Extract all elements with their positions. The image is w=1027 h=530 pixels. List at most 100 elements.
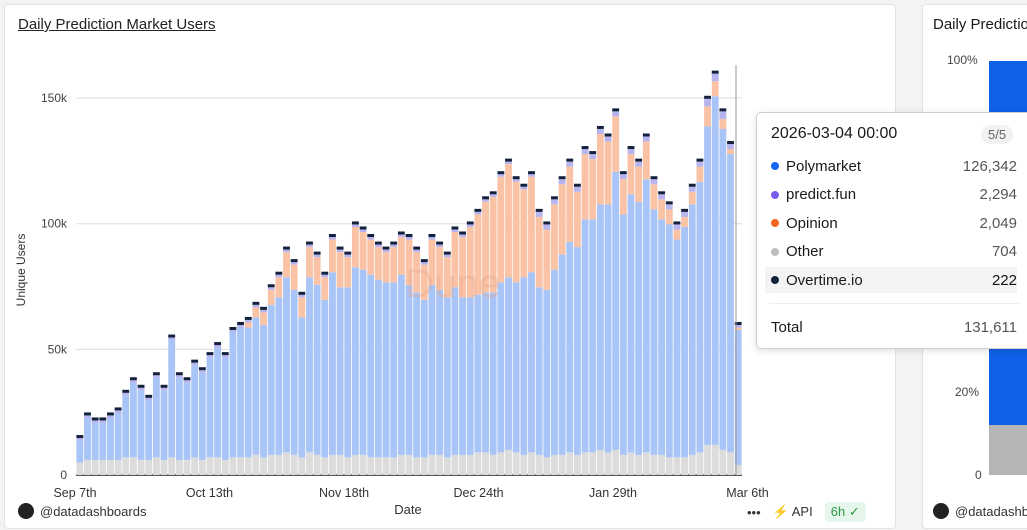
bar-opinion[interactable] <box>612 116 620 172</box>
bar-predict-fun[interactable] <box>658 194 666 200</box>
bar-other[interactable] <box>612 449 620 475</box>
bar-predict-fun[interactable] <box>114 410 122 413</box>
bar-polymarket[interactable] <box>329 272 336 455</box>
bar-other[interactable] <box>275 454 283 475</box>
bar-polymarket[interactable] <box>397 274 405 455</box>
bar-overtime[interactable] <box>298 291 306 295</box>
bar-overtime[interactable] <box>191 359 199 363</box>
bar-predict-fun[interactable] <box>214 345 222 348</box>
bar-other[interactable] <box>290 454 298 475</box>
bar-polymarket[interactable] <box>160 390 168 460</box>
bar-opinion[interactable] <box>321 277 329 300</box>
bar-opinion[interactable] <box>665 209 673 225</box>
bar-predict-fun[interactable] <box>229 329 237 333</box>
bar-predict-fun[interactable] <box>596 128 604 134</box>
bar-polymarket[interactable] <box>474 294 482 453</box>
bar-overtime[interactable] <box>267 284 275 288</box>
bar-predict-fun[interactable] <box>573 186 581 192</box>
bar-predict-fun[interactable] <box>673 224 681 230</box>
bar-opinion[interactable] <box>619 179 627 215</box>
bar-polymarket[interactable] <box>267 304 275 455</box>
bar-polymarket[interactable] <box>413 292 421 458</box>
bar-predict-fun[interactable] <box>696 161 704 167</box>
bar-overtime[interactable] <box>313 251 321 255</box>
bar-polymarket[interactable] <box>512 282 520 453</box>
bar-polymarket[interactable] <box>221 357 229 460</box>
bar-other[interactable] <box>99 459 107 475</box>
bar-opinion[interactable] <box>451 231 459 288</box>
bar-predict-fun[interactable] <box>160 387 168 391</box>
bar-overtime[interactable] <box>359 226 367 230</box>
bar-overtime[interactable] <box>696 158 704 162</box>
bar-other[interactable] <box>635 454 643 475</box>
bar-polymarket[interactable] <box>244 327 252 458</box>
bar-other[interactable] <box>336 454 344 475</box>
bar-overtime[interactable] <box>673 221 681 225</box>
bar-opinion[interactable] <box>267 289 275 305</box>
bar-predict-fun[interactable] <box>619 174 627 180</box>
bar-polymarket[interactable] <box>122 395 130 458</box>
bar-overtime[interactable] <box>367 234 375 238</box>
bar-polymarket[interactable] <box>237 327 245 458</box>
bar-predict-fun[interactable] <box>650 179 658 185</box>
bar-other[interactable] <box>183 459 191 475</box>
bar-predict-fun[interactable] <box>367 237 375 240</box>
bar-other[interactable] <box>436 454 444 475</box>
bar-other[interactable] <box>505 449 512 475</box>
bar-polymarket[interactable] <box>558 254 566 455</box>
bar-overtime[interactable] <box>137 384 145 388</box>
bar-predict-fun[interactable] <box>221 355 229 358</box>
bar-opinion[interactable] <box>658 199 666 220</box>
bar-polymarket[interactable] <box>612 171 620 450</box>
bar-other[interactable] <box>642 452 650 475</box>
bar-opinion[interactable] <box>313 257 321 285</box>
bar-predict-fun[interactable] <box>244 319 252 323</box>
bar-predict-fun[interactable] <box>107 415 114 418</box>
bar-predict-fun[interactable] <box>688 186 696 192</box>
bar-overtime[interactable] <box>260 306 267 310</box>
bar-other[interactable] <box>619 454 627 475</box>
bar-other[interactable] <box>145 459 153 475</box>
bar-polymarket[interactable] <box>459 297 467 455</box>
bar-predict-fun[interactable] <box>99 420 107 423</box>
bar-other[interactable] <box>321 457 329 475</box>
bar-overtime[interactable] <box>665 201 673 205</box>
bar-other[interactable] <box>627 452 635 475</box>
bar-predict-fun[interactable] <box>635 161 643 167</box>
bar-opinion[interactable] <box>520 189 528 278</box>
bar-other[interactable] <box>221 459 229 475</box>
bar-overtime[interactable] <box>451 226 459 230</box>
bar-overtime[interactable] <box>344 251 352 255</box>
bar-overtime[interactable] <box>650 176 658 180</box>
bar-other[interactable] <box>497 452 505 475</box>
bar-opinion[interactable] <box>734 327 742 330</box>
bar-overtime[interactable] <box>719 108 727 112</box>
bar-other[interactable] <box>229 457 237 475</box>
bar-predict-fun[interactable] <box>329 237 336 240</box>
bar-overtime[interactable] <box>551 196 558 200</box>
bar-other[interactable] <box>168 457 176 475</box>
bar-predict-fun[interactable] <box>405 237 413 240</box>
bar-predict-fun[interactable] <box>374 244 382 248</box>
bar-predict-fun[interactable] <box>137 387 145 391</box>
bar-polymarket[interactable] <box>275 297 283 455</box>
bar-other[interactable] <box>535 454 543 475</box>
bar-polymarket[interactable] <box>520 277 528 455</box>
bar-polymarket[interactable] <box>443 297 451 458</box>
bar-predict-fun[interactable] <box>260 309 267 313</box>
bar-predict-fun[interactable] <box>206 355 214 358</box>
bar-opinion[interactable] <box>283 252 290 278</box>
bar-other[interactable] <box>244 457 252 475</box>
bar-polymarket[interactable] <box>573 247 581 455</box>
bar-polymarket[interactable] <box>405 284 413 455</box>
bar-polymarket[interactable] <box>137 390 145 460</box>
bar-overtime[interactable] <box>183 377 191 381</box>
bar-overtime[interactable] <box>558 176 566 180</box>
bar-overtime[interactable] <box>290 259 298 263</box>
bar-predict-fun[interactable] <box>198 370 206 373</box>
bar-polymarket[interactable] <box>229 332 237 458</box>
bar-polymarket[interactable] <box>191 365 199 458</box>
bar-other[interactable] <box>252 454 260 475</box>
bar-overtime[interactable] <box>160 384 168 388</box>
bar-polymarket[interactable] <box>367 274 375 458</box>
